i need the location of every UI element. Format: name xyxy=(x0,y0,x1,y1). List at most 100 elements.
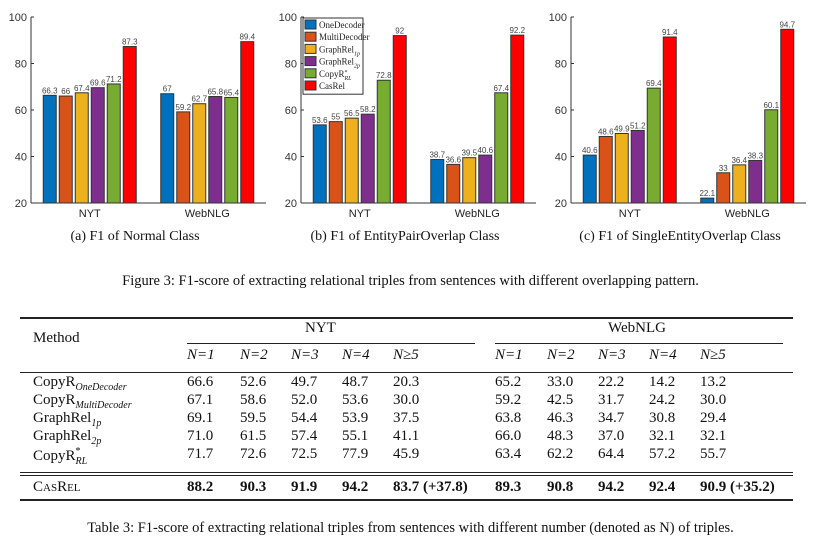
table-cell: 61.5 xyxy=(240,428,267,444)
table-cell: 49.7 xyxy=(291,374,318,390)
data-label: 22.1 xyxy=(699,189,715,198)
n-header: N≥5 xyxy=(393,347,419,363)
table-cell-best: 94.2 xyxy=(342,479,369,495)
table-cell: 30.0 xyxy=(700,392,727,408)
data-label: 38.7 xyxy=(429,151,445,160)
data-label: 39.5 xyxy=(461,149,477,158)
bar-OneDecoder xyxy=(160,93,175,204)
legend-label: GraphRel1p xyxy=(319,44,360,57)
data-label: 92.2 xyxy=(509,26,525,35)
legend-label: CasRel xyxy=(319,81,345,91)
table-cell: 54.4 xyxy=(291,410,318,426)
category-label: NYT xyxy=(79,208,101,220)
y-tick-label: 40 xyxy=(285,152,297,164)
bar-GraphRel1p xyxy=(192,103,207,204)
y-tick-label: 100 xyxy=(279,12,297,24)
y-tick-label: 40 xyxy=(15,152,27,164)
table-cell: 31.7 xyxy=(598,392,625,408)
table-cell: 48.7 xyxy=(342,374,369,390)
table-cell: 33.0 xyxy=(547,374,574,390)
table-cell: 37.0 xyxy=(598,428,625,444)
legend-swatch xyxy=(304,56,317,67)
group-header-nyt: NYT xyxy=(305,320,336,336)
y-tick-label: 80 xyxy=(285,59,297,71)
table-cell: 58.6 xyxy=(240,392,267,408)
data-label: 40.6 xyxy=(477,146,493,155)
chart-normal-class: 20 40 60 80 100 NYT 66.3 66 67.469.6 71.2 87.3 WebN… xyxy=(9,12,266,220)
legend-label: MultiDecoder xyxy=(319,32,369,42)
method-name: CopyR*RL xyxy=(33,446,88,467)
table-cell: 72.5 xyxy=(291,446,318,462)
data-label: 67.4 xyxy=(74,84,90,93)
table-cell: 45.9 xyxy=(393,446,420,462)
table-cell: 48.3 xyxy=(547,428,574,444)
bar-CopyRRL xyxy=(646,87,661,204)
bar-OneDecoder xyxy=(700,197,715,204)
table-cell: 67.1 xyxy=(187,392,214,408)
y-tick-label: 20 xyxy=(15,198,27,210)
data-label: 69.4 xyxy=(646,79,662,88)
legend-label: CopyR* RL xyxy=(319,69,352,82)
y-tick-label: 100 xyxy=(549,12,567,24)
table-cell-best: 90.9 (+35.2) xyxy=(700,479,775,495)
category-label: WebNLG xyxy=(185,208,230,220)
table-cell: 20.3 xyxy=(393,374,420,390)
y-tick-label: 100 xyxy=(9,12,27,24)
table-cell: 55.1 xyxy=(342,428,369,444)
table-cell: 24.2 xyxy=(649,392,676,408)
bar-GraphRel2p xyxy=(748,159,763,204)
table-cell-best: 88.2 xyxy=(187,479,214,495)
table-cell: 71.0 xyxy=(187,428,214,444)
table-cell: 77.9 xyxy=(342,446,369,462)
data-label: 65.8 xyxy=(207,88,223,97)
table-cell: 32.1 xyxy=(649,428,676,444)
bar-GraphRel1p xyxy=(74,92,89,204)
table-cell: 42.5 xyxy=(547,392,574,408)
table-cell: 64.4 xyxy=(598,446,625,462)
table-cell: 52.0 xyxy=(291,392,318,408)
data-label: 66 xyxy=(61,87,70,96)
table-cell: 52.6 xyxy=(240,374,267,390)
bar-CopyRRL xyxy=(764,109,779,204)
category-label: WebNLG xyxy=(725,208,770,220)
bar-GraphRel2p xyxy=(360,113,375,204)
legend-swatch xyxy=(304,68,317,79)
table-cell: 65.2 xyxy=(495,374,522,390)
bar-MultiDecoder xyxy=(176,111,191,204)
data-label: 87.3 xyxy=(122,38,138,47)
table-rule xyxy=(20,475,793,476)
bar-CasRel xyxy=(780,28,795,204)
method-name: CopyROneDecoder xyxy=(33,374,127,393)
data-label: 53.6 xyxy=(312,116,328,125)
data-label: 66.3 xyxy=(42,86,58,95)
table-cell: 63.4 xyxy=(495,446,522,462)
data-label: 49.9 xyxy=(614,124,630,133)
table-cell-best: 92.4 xyxy=(649,479,676,495)
data-label: 33 xyxy=(719,164,728,173)
category-label: NYT xyxy=(349,208,371,220)
bar-CopyRRL xyxy=(376,79,391,204)
bar-CasRel xyxy=(392,35,407,204)
table-cell: 46.3 xyxy=(547,410,574,426)
group-header-webnlg: WebNLG xyxy=(608,320,666,336)
bar-GraphRel1p xyxy=(344,117,359,204)
bar-MultiDecoder xyxy=(58,95,73,204)
table-cell: 66.6 xyxy=(187,374,214,390)
method-name-casrel: CasRel xyxy=(33,479,81,495)
n-header: N=3 xyxy=(598,347,626,363)
table-cell: 69.1 xyxy=(187,410,214,426)
table-cell: 53.9 xyxy=(342,410,369,426)
bar-GraphRel2p xyxy=(478,154,493,204)
data-label: 40.6 xyxy=(582,146,598,155)
table-cell: 55.7 xyxy=(700,446,727,462)
bar-OneDecoder xyxy=(430,159,445,204)
data-label: 92 xyxy=(395,27,404,36)
data-label: 48.6 xyxy=(598,128,614,137)
n-header: N=1 xyxy=(187,347,215,363)
legend-label: GraphRel2p xyxy=(319,57,360,70)
table-cell: 14.2 xyxy=(649,374,676,390)
bar-GraphRel1p xyxy=(614,132,629,204)
bar-GraphRel1p xyxy=(732,164,747,204)
n-header: N=4 xyxy=(342,347,370,363)
bar-CasRel xyxy=(240,41,255,204)
